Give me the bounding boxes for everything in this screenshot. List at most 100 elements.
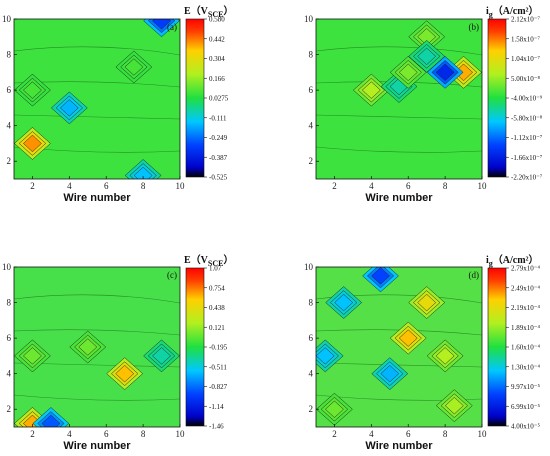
hotspot-3-ring-2 [59,99,79,117]
colorbar [487,267,507,427]
colorbar-tick-label: -1.14 [209,403,224,411]
colorbar-tick-label: -4.00x10⁻⁹ [511,95,543,103]
hotspot-5-ring-2 [78,338,98,356]
x-tick-label: 10 [478,429,488,439]
panel-label: (c) [167,270,177,280]
x-tick-label: 2 [332,181,337,191]
colorbar-tick-label: 1.04x10⁻⁷ [511,55,540,63]
colorbar-tick-label: 0.442 [209,35,225,43]
panel-b: (b) 2 4 6 8 10 2 4 6 8 10 Wire number 2.12x10⁻⁷ 1.58x… [304,4,543,204]
hotspot-2-ring-2 [435,347,455,365]
plot-area [14,19,180,179]
colorbar-tick-label: 2.12x10⁻⁷ [511,16,540,24]
hotspot-6-ring-2 [316,347,335,365]
x-tick-label: 6 [406,429,411,439]
hotspot-6-ring-2 [398,63,418,81]
colorbar [487,18,507,178]
y-tick-label: 6 [309,85,314,95]
panel-c: (c) 2 4 6 8 10 2 4 6 8 10 Wire number 1.07 0.754 0.438… [2,253,233,452]
x-tick-label: 4 [67,181,72,191]
panel-a: (a) 2 4 6 8 10 2 4 6 8 10 Wire number 0.580 0.442 0.30… [2,4,233,204]
plot-frame [13,18,181,180]
y-tick-label: 10 [304,14,314,24]
x-axis-label: Wire number [365,192,433,204]
colorbar-tick-label: 0.754 [209,284,225,292]
hotspot-0-ring-2 [454,63,473,81]
colorbar-tick-label: 0.580 [209,16,225,24]
colorbar-tick-label: 1.30x10⁻⁴ [511,363,540,371]
colorbar-tick-label: -0.111 [209,114,227,122]
plot-area [316,267,482,427]
hotspot-5-ring-2 [133,166,153,179]
x-tick-label: 6 [104,429,109,439]
colorbar-tick-label: 0.166 [209,75,225,83]
hotspot-0-ring-2 [23,134,42,153]
y-tick-label: 2 [7,404,12,414]
hotspot-4-ring-2 [152,19,171,30]
colorbar-tick-label: -0.511 [209,363,227,371]
plot-area [316,19,482,179]
hotspot-3-ring-2 [152,347,171,365]
hotspot-4-ring-2 [371,267,390,285]
x-tick-label: 10 [176,429,186,439]
y-tick-label: 8 [309,50,314,60]
hotspot-7-ring-2 [380,365,400,383]
y-tick-label: 2 [309,156,314,166]
colorbar-tick-label: 9.97x10⁻⁵ [511,383,540,391]
y-tick-label: 8 [7,298,12,308]
colorbar-tick-label: -0.387 [209,154,228,162]
contour-line [316,362,482,368]
x-tick-label: 2 [30,181,35,191]
x-tick-label: 4 [369,181,374,191]
colorbar-tick-label: 0.0275 [209,95,229,103]
hotspot-0-ring-2 [115,365,135,383]
contour-line [316,146,482,153]
x-tick-label: 6 [406,181,411,191]
x-tick-label: 8 [141,429,146,439]
contour-line [14,329,180,336]
plot-area [14,267,180,427]
hotspot-4-ring-2 [417,47,437,65]
panel-label: (b) [469,22,480,32]
colorbar-tick-label: -2.20x10⁻⁷ [511,174,543,182]
y-tick-label: 4 [7,369,12,379]
colorbar-title: ig（A/cm²） [486,253,539,268]
x-axis-label: Wire number [63,440,131,452]
hotspot-0-ring-2 [398,329,418,347]
colorbar-tick-label: 6.99x10⁻⁵ [511,403,540,411]
colorbar-tick-label: -0.195 [209,344,228,352]
hotspot-2-ring-2 [124,58,144,76]
hotspot-5-ring-2 [334,293,354,312]
x-tick-label: 6 [104,181,109,191]
hotspot-3-ring-2 [417,28,437,46]
panel-d: (d) 2 4 6 8 10 2 4 6 8 10 Wire number 2.79x10⁻⁴ 2.49x… [304,253,540,452]
plot-frame [13,266,181,428]
colorbar-tick-label: 2.79x10⁻⁴ [511,265,540,273]
colorbar-tick-label: 1.60x10⁻⁴ [511,344,540,352]
colorbar-tick-label: 0.304 [209,55,225,63]
colorbar-tick-label: -1.46 [209,423,224,431]
colorbar-tick-label: 0.438 [209,304,225,312]
x-tick-label: 4 [369,429,374,439]
hotspot-1-ring-2 [23,81,42,99]
contour-line [316,114,482,120]
x-tick-label: 2 [332,429,337,439]
x-tick-label: 4 [67,429,72,439]
colorbar-tick-label: 5.00x10⁻⁸ [511,75,540,83]
hotspot-4-ring-2 [23,347,42,365]
y-tick-label: 4 [309,369,314,379]
y-tick-label: 2 [309,404,314,414]
x-tick-label: 8 [141,181,146,191]
colorbar-title: E（VSCE） [184,4,233,19]
colorbar-title: E（VSCE） [184,253,233,268]
contour-line [14,46,180,56]
colorbar [185,267,205,427]
hotspot-1-ring-2 [417,293,437,312]
x-axis-label: Wire number [63,192,131,204]
x-axis-label: Wire number [365,440,433,452]
colorbar-tick-label: -0.525 [209,174,228,182]
colorbar-tick-label: 0.121 [209,324,225,332]
y-tick-label: 8 [7,50,12,60]
colorbar-tick-label: 4.00x10⁻⁵ [511,423,540,431]
